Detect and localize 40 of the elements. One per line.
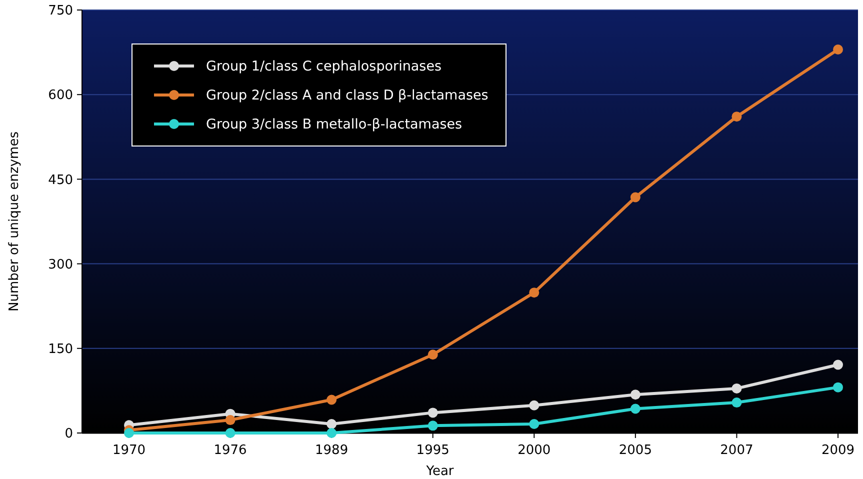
x-tick-label: 2005 [618, 443, 652, 458]
point [225, 428, 236, 438]
point [529, 288, 540, 298]
y-tick-label: 150 [48, 342, 73, 357]
point [326, 418, 337, 429]
legend-label: Group 2/class A and class D β-lactamases [206, 88, 488, 104]
y-tick-label: 750 [48, 4, 73, 19]
legend-label: Group 1/class C cephalosporinases [206, 58, 442, 75]
point [428, 408, 438, 418]
point [428, 420, 438, 431]
point [225, 415, 236, 426]
point [833, 360, 843, 370]
point [732, 398, 742, 408]
x-tick-label: 1970 [112, 443, 146, 458]
point [124, 428, 134, 438]
x-tick-label: 2009 [821, 443, 855, 458]
point [326, 394, 337, 405]
y-tick-label: 450 [48, 172, 73, 188]
y-axis-title: Number of unique enzymes [7, 131, 22, 312]
point [529, 418, 540, 429]
point [630, 192, 640, 202]
point [833, 44, 843, 54]
x-tick-label: 1995 [416, 443, 450, 458]
y-tick-label: 600 [48, 88, 73, 104]
x-tick-label: 1976 [214, 443, 247, 458]
legend-label: Group 3/class B metallo-β-lactamases [206, 116, 462, 133]
point [833, 382, 843, 392]
point [529, 400, 540, 410]
point [428, 350, 438, 360]
point [732, 383, 742, 394]
point [732, 112, 742, 122]
x-axis-title: Year [425, 464, 454, 479]
point [630, 404, 640, 414]
x-tick-label: 2007 [720, 443, 754, 458]
x-tick-label: 2000 [518, 443, 551, 458]
point [630, 390, 640, 400]
y-tick-label: 300 [48, 257, 73, 272]
point [326, 428, 337, 438]
y-tick-label: 0 [64, 426, 73, 442]
x-tick-label: 1989 [315, 443, 348, 458]
